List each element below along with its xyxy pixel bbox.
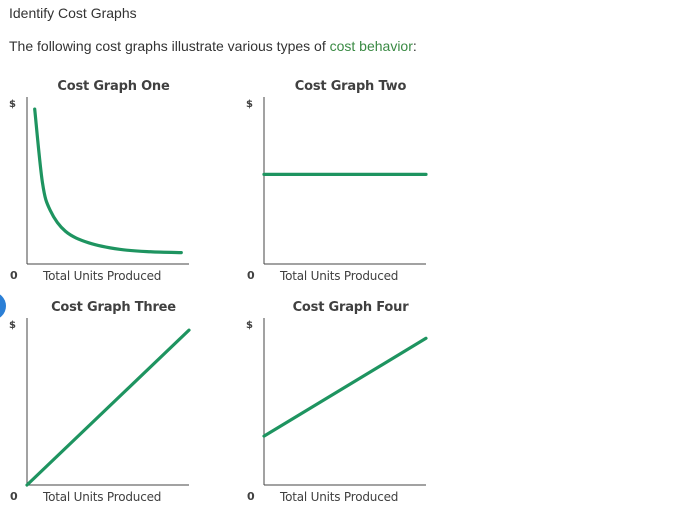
chart-title: Cost Graph One [57, 79, 170, 94]
origin-label: 0 [10, 490, 18, 503]
cost-graph-three: Cost Graph Three $ 0 Total Units Produce… [9, 300, 249, 515]
chart-title: Cost Graph Two [294, 79, 407, 94]
origin-label: 0 [247, 269, 255, 282]
cost-behavior-link[interactable]: cost behavior [329, 38, 413, 54]
intro-text-before: The following cost graphs illustrate var… [9, 38, 330, 54]
chart-title: Cost Graph Three [51, 300, 176, 315]
cost-line [33, 107, 183, 255]
y-axis-label: $ [9, 99, 16, 110]
chart-plot [26, 97, 189, 265]
cost-graph-four: Cost Graph Four $ 0 Total Units Produced [246, 300, 486, 515]
x-axis-label: Total Units Produced [43, 269, 162, 283]
x-axis-label: Total Units Produced [43, 490, 162, 504]
cost-graph-two: Cost Graph Two $ 0 Total Units Produced [246, 79, 486, 294]
cost-line [262, 336, 428, 438]
side-tab[interactable] [0, 292, 6, 320]
x-axis-label: Total Units Produced [280, 269, 399, 283]
intro-text: The following cost graphs illustrate var… [9, 38, 417, 54]
intro-text-after: : [412, 38, 417, 54]
origin-label: 0 [10, 269, 18, 282]
cost-graph-one: Cost Graph One $ 0 Total Units Produced [9, 79, 249, 294]
chart-plot [262, 318, 428, 486]
y-axis-label: $ [9, 320, 16, 331]
x-axis-label: Total Units Produced [280, 490, 399, 504]
page-heading: Identify Cost Graphs [9, 5, 137, 21]
y-axis-label: $ [246, 320, 253, 331]
chart-title: Cost Graph Four [292, 300, 409, 315]
chart-plot [25, 318, 191, 487]
chart-plot [262, 97, 428, 265]
origin-label: 0 [247, 490, 255, 503]
cost-line [25, 328, 191, 487]
y-axis-label: $ [246, 99, 253, 110]
